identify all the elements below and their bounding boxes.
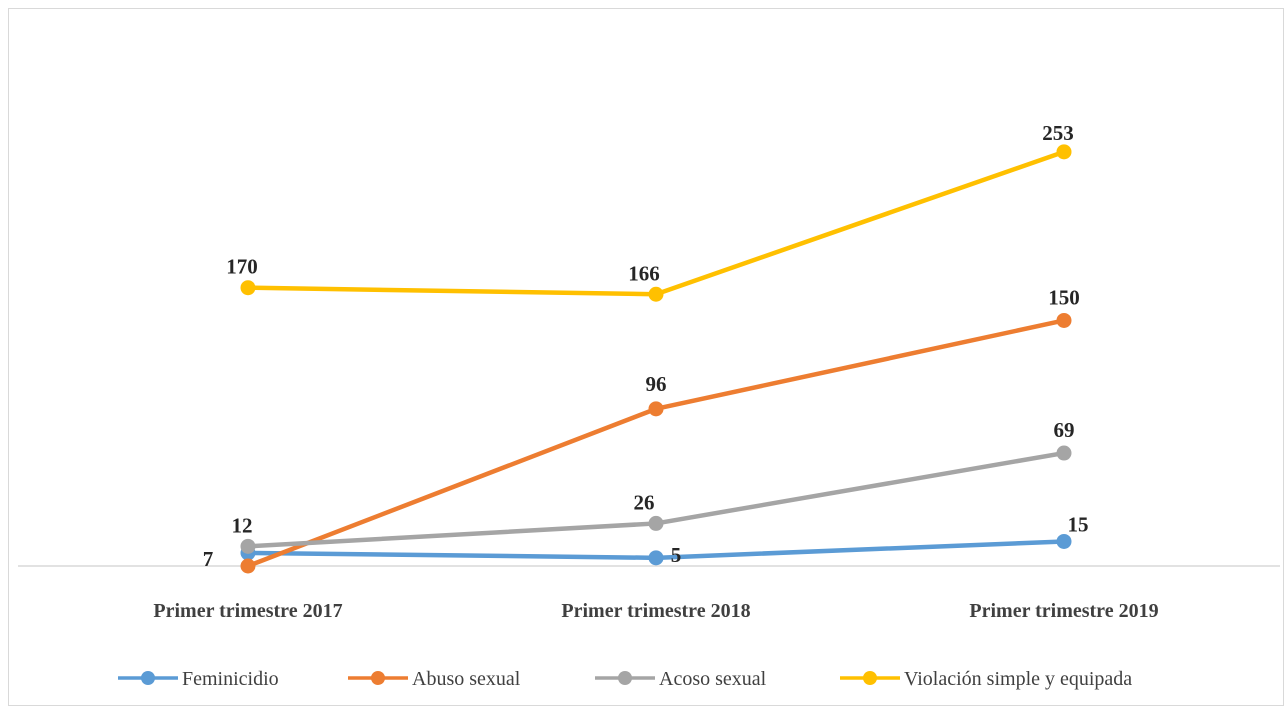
legend-label-acoso-sexual: Acoso sexual	[659, 668, 767, 690]
data-label-acoso-sexual-1: 12	[232, 513, 253, 537]
legend-label-feminicidio: Feminicidio	[182, 668, 279, 690]
data-point-violacion-simple-y-equipada-1	[240, 280, 256, 296]
legend-item-acoso-sexual: Acoso sexual	[595, 668, 767, 690]
data-point-acoso-sexual-2	[648, 515, 664, 531]
legend-item-abuso-sexual: Abuso sexual	[348, 668, 521, 690]
legend-marker-violacion	[863, 671, 877, 685]
data-point-feminicidio-2	[648, 550, 664, 566]
data-point-acoso-sexual-1	[240, 538, 256, 554]
series-line-acoso-sexual	[247, 450, 1065, 549]
data-label-acoso-sexual-2: 26	[634, 490, 655, 514]
legend: Feminicidio Abuso sexual Acoso sexual Vi…	[118, 668, 1132, 690]
data-point-abuso-sexual-2	[648, 401, 664, 417]
legend-label-abuso-sexual: Abuso sexual	[412, 668, 521, 690]
data-label-violacion-simple-y-equipada-1: 170	[226, 255, 258, 279]
x-tick-label-1: Primer trimestre 2017	[153, 600, 342, 622]
legend-item-feminicidio: Feminicidio	[118, 668, 279, 690]
data-point-acoso-sexual-3	[1056, 445, 1072, 461]
data-point-violacion-simple-y-equipada-2	[648, 286, 664, 302]
legend-item-violacion: Violación simple y equipada	[840, 668, 1132, 690]
data-label-abuso-sexual-1: 7	[203, 547, 214, 571]
x-tick-label-3: Primer trimestre 2019	[969, 600, 1158, 622]
data-label-abuso-sexual-3: 150	[1048, 285, 1080, 309]
data-label-acoso-sexual-3: 69	[1054, 418, 1075, 442]
chart-frame	[8, 8, 1284, 706]
data-label-abuso-sexual-2: 96	[646, 372, 667, 396]
data-label-feminicidio-3: 15	[1068, 512, 1089, 536]
legend-marker-abuso-sexual	[371, 671, 385, 685]
data-point-abuso-sexual-3	[1056, 312, 1072, 328]
data-label-feminicidio-2: 5	[671, 543, 682, 567]
legend-label-violacion: Violación simple y equipada	[904, 668, 1132, 690]
data-point-feminicidio-3	[1056, 533, 1072, 549]
legend-marker-acoso-sexual	[618, 671, 632, 685]
legend-marker-feminicidio	[141, 671, 155, 685]
data-label-violacion-simple-y-equipada-2: 166	[628, 261, 660, 285]
data-point-violacion-simple-y-equipada-3	[1056, 144, 1072, 160]
data-label-violacion-simple-y-equipada-3: 253	[1042, 121, 1074, 145]
x-tick-label-2: Primer trimestre 2018	[561, 600, 750, 622]
data-point-abuso-sexual-1	[240, 558, 256, 574]
